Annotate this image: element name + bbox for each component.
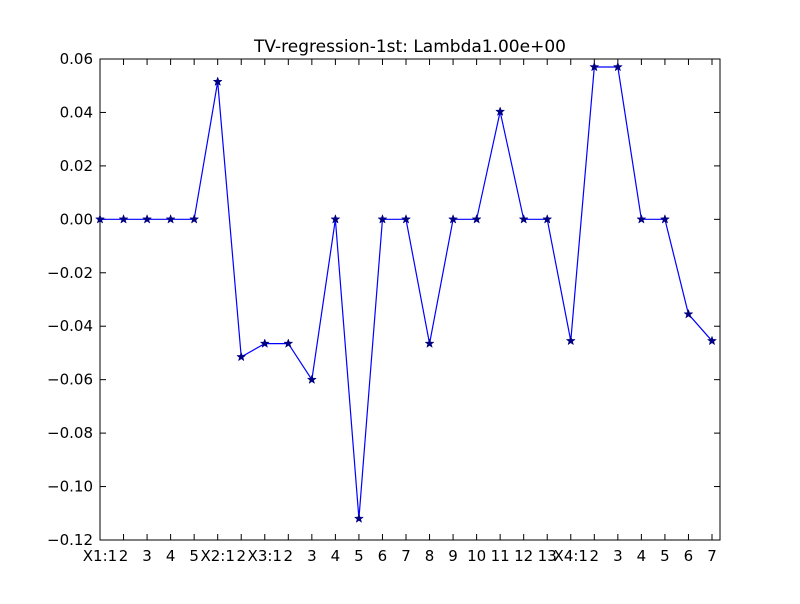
data-point	[330, 213, 341, 224]
data-point	[165, 213, 176, 224]
data-point	[236, 351, 247, 362]
x-tick-label: 12	[514, 547, 533, 565]
x-tick-label: 10	[467, 547, 486, 565]
x-tick-label: 6	[378, 547, 388, 565]
y-axis: −0.12 −0.10 −0.08 −0.06 −0.04 −0.02 0.00 0.02 0.…	[47, 50, 720, 549]
x-tick-label: X3:1	[248, 547, 282, 565]
x-tick-label: 5	[354, 547, 364, 565]
y-tick-label: 0.00	[60, 210, 93, 228]
x-tick-label: X2:1	[200, 547, 234, 565]
series-group	[94, 61, 718, 523]
data-point	[94, 214, 106, 224]
data-point	[400, 214, 412, 224]
x-tick-label: 5	[660, 547, 670, 565]
y-tick-label: 0.06	[60, 50, 93, 68]
y-tick-label: −0.12	[47, 531, 93, 549]
x-tick-label: 8	[425, 547, 435, 565]
data-point	[259, 338, 270, 348]
data-point	[683, 308, 694, 319]
data-point	[118, 214, 129, 224]
data-point	[306, 374, 317, 384]
x-tick-label: 3	[613, 547, 623, 565]
data-point	[353, 513, 364, 523]
data-point	[518, 214, 529, 224]
series-line	[100, 66, 713, 519]
x-tick-label: 7	[707, 547, 717, 565]
data-point	[659, 214, 670, 224]
x-tick-label: 9	[448, 547, 458, 565]
x-tick-label: 4	[331, 547, 341, 565]
data-point	[612, 61, 623, 72]
y-tick-label: −0.06	[47, 371, 93, 389]
data-point	[283, 338, 294, 348]
x-tick-label: 13	[538, 547, 557, 565]
x-tick-label: 7	[401, 547, 411, 565]
data-point	[495, 106, 506, 116]
x-tick-label: 2	[236, 547, 246, 565]
data-point	[542, 214, 553, 224]
x-tick-label: 11	[491, 547, 510, 565]
plot-area	[99, 58, 721, 541]
x-tick-label: 3	[307, 547, 317, 565]
x-tick-label: 3	[142, 547, 152, 565]
data-point	[424, 338, 435, 348]
data-point	[142, 213, 153, 224]
data-point	[706, 335, 718, 346]
data-point	[377, 214, 388, 224]
x-tick-label: X4:1	[554, 547, 588, 565]
x-tick-label: X1:1	[83, 547, 117, 565]
y-tick-label: −0.04	[47, 317, 93, 335]
data-point	[471, 213, 482, 224]
data-point	[565, 335, 576, 346]
x-tick-label: 4	[166, 547, 176, 565]
data-point	[448, 213, 459, 224]
x-tick-label: 4	[637, 547, 647, 565]
y-tick-label: −0.02	[47, 264, 93, 282]
x-tick-label: 2	[284, 547, 294, 565]
data-point	[212, 76, 223, 87]
chart-title: TV-regression-1st: Lambda1.00e+00	[253, 37, 566, 57]
x-tick-label: 2	[119, 547, 129, 565]
y-tick-label: 0.04	[60, 103, 93, 121]
x-tick-label: 5	[189, 547, 199, 565]
y-tick-label: −0.10	[47, 478, 93, 496]
data-point	[589, 61, 600, 72]
data-point	[189, 213, 200, 224]
data-point	[636, 213, 647, 224]
y-tick-label: −0.08	[47, 424, 93, 442]
x-tick-label: 6	[684, 547, 694, 565]
y-tick-label: 0.02	[60, 157, 93, 175]
x-tick-label: 2	[590, 547, 600, 565]
